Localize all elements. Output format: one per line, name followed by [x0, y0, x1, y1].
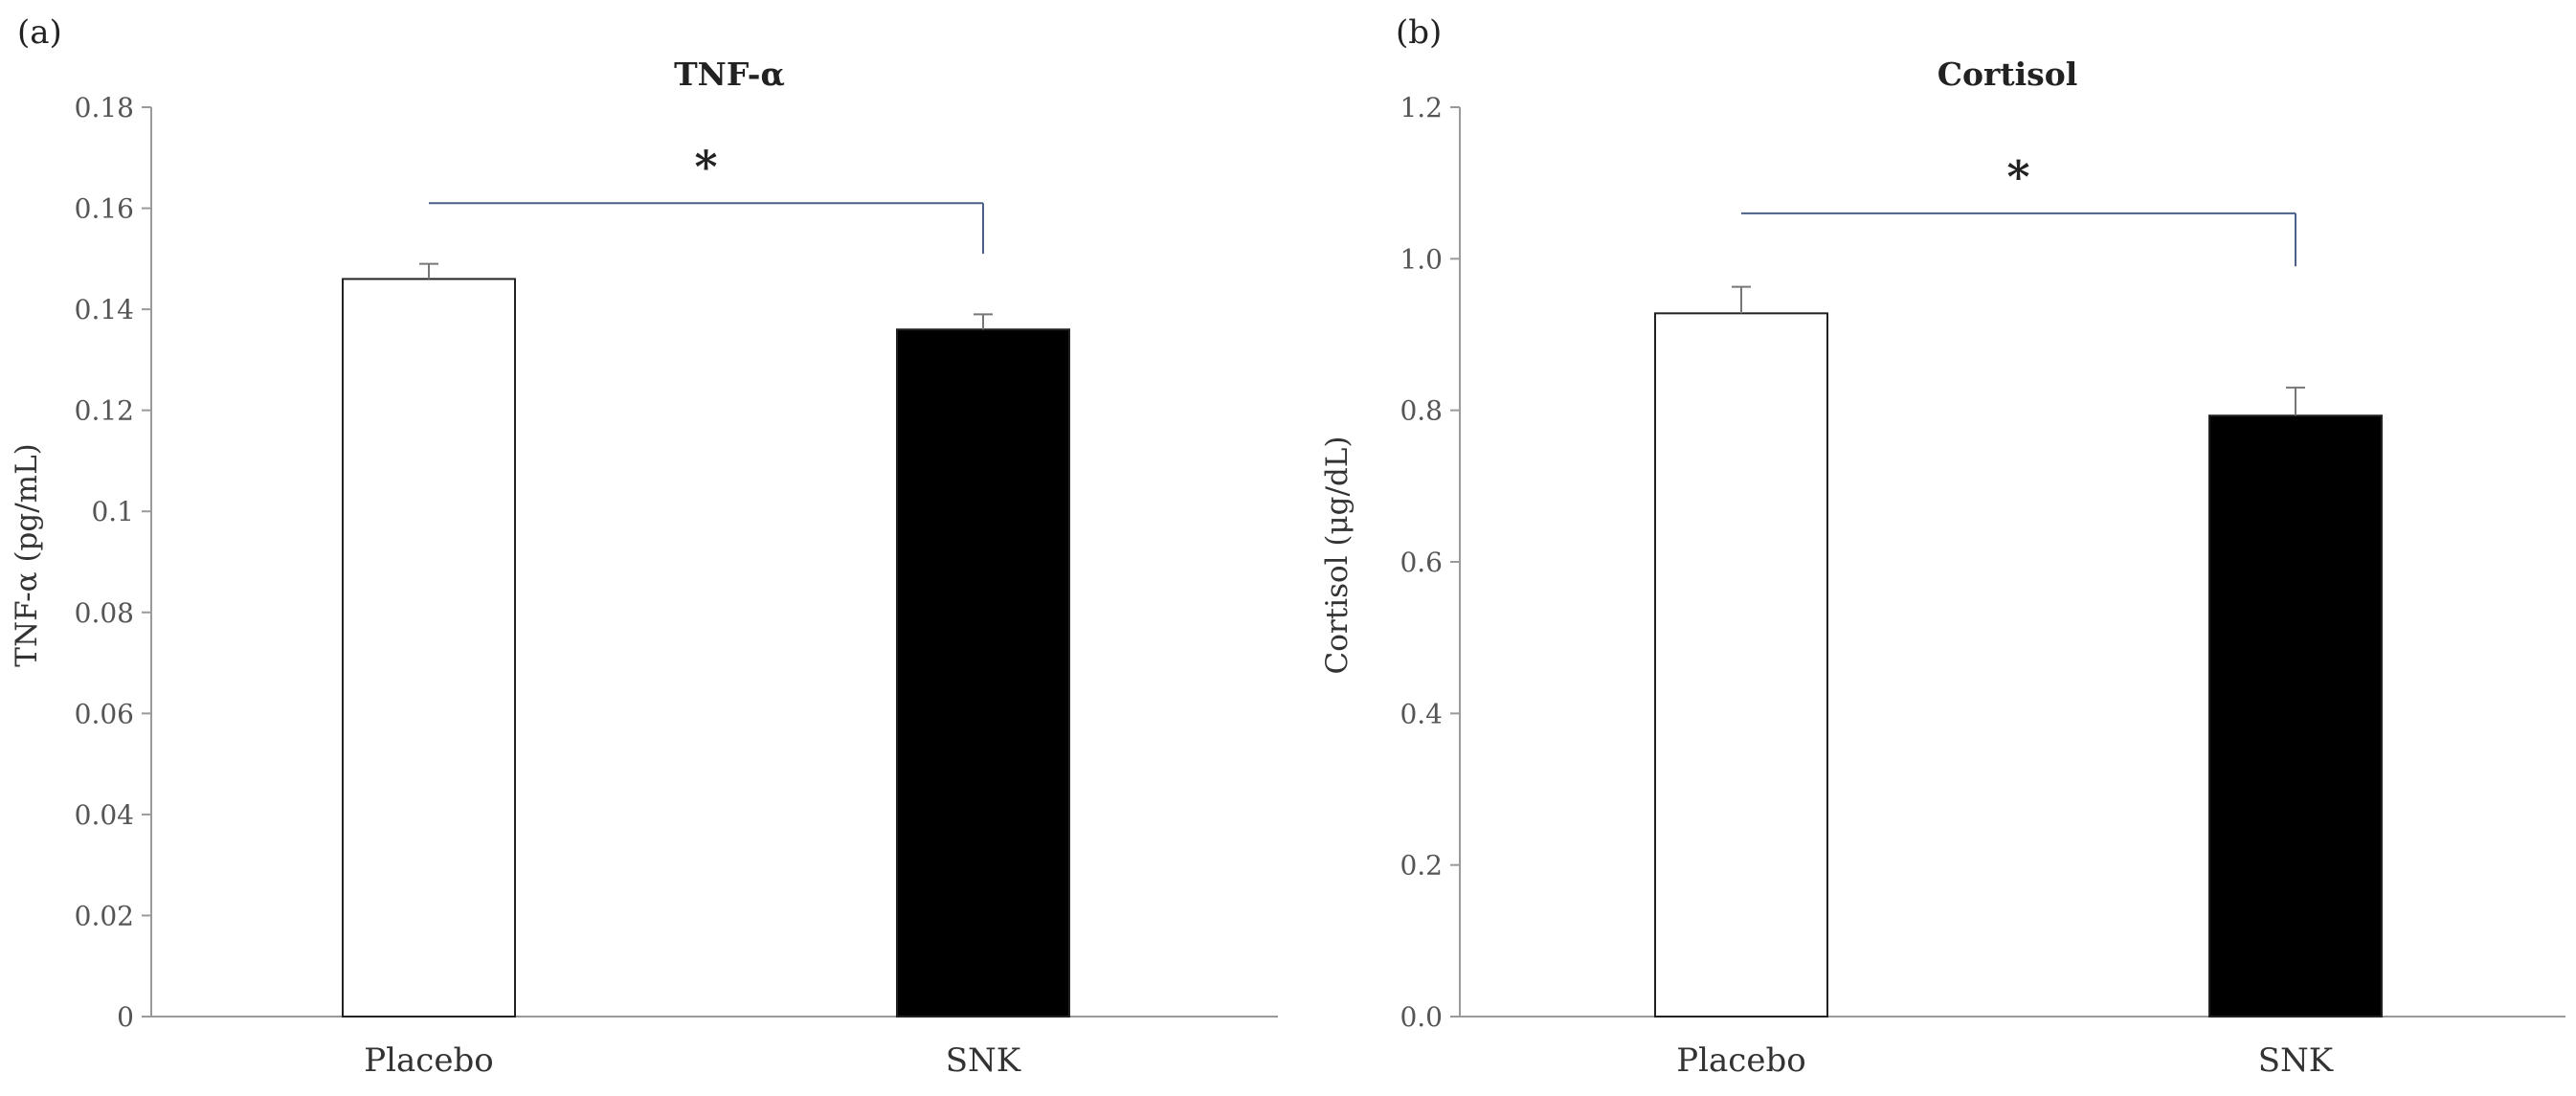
y-ticks: 0 0.02 0.04 0.06 0.08 0.1 0.12 0.14 0.16 0.18 — [75, 92, 151, 1033]
y-tick-label: 0.08 — [75, 597, 134, 629]
panel-label: (a) — [17, 13, 62, 52]
y-tick-label: 0.04 — [75, 799, 134, 831]
y-tick-label: 0.12 — [75, 395, 134, 427]
cortisol-chart: (b) Cortisol Cortisol (μg/dL) 0.00.20.40… — [1320, 13, 2565, 1080]
chart-panel-b: (b) Cortisol Cortisol (μg/dL) 0.0 0.2 0.4 0… — [1288, 0, 2575, 1096]
chart-title: Cortisol — [1938, 56, 2078, 93]
tnf-alpha-chart: (a) TNF-α TNF-α (pg/mL) 0 0.02 0.04 0.06 0.0… — [10, 13, 1278, 1080]
y-tick-label: 0.6 — [1400, 547, 1443, 578]
y-axis-label: Cortisol (μg/dL) — [1320, 436, 1355, 675]
bar-placebo — [342, 278, 516, 1018]
y-tick-label: 0.8 — [1400, 395, 1443, 427]
chart-title: TNF-α — [674, 56, 785, 93]
bar-placebo — [1654, 312, 1828, 1018]
x-category-label: Placebo — [364, 1041, 493, 1080]
y-tick-label: 1.2 — [1400, 92, 1443, 123]
y-tick-label: 0 — [117, 1001, 134, 1033]
y-tick-label: 0.16 — [75, 193, 134, 225]
bar-snk — [896, 328, 1070, 1018]
y-tick-label: 0.18 — [75, 92, 134, 123]
y-tick-label: 1.0 — [1400, 243, 1443, 275]
bars — [1654, 285, 2383, 1018]
y-tick-label: 0.1 — [91, 496, 134, 527]
y-tick-label: 0.14 — [75, 294, 134, 325]
significance-star: * — [694, 141, 717, 192]
y-ticks: 0.0 0.2 0.4 0.6 0.8 1.0 1.2 — [1400, 92, 1460, 1033]
significance-bracket — [1741, 212, 2296, 267]
x-category-label: SNK — [946, 1041, 1021, 1080]
panel-label: (b) — [1396, 13, 1442, 52]
significance-star: * — [2006, 151, 2029, 203]
y-tick-label: 0.02 — [75, 900, 134, 931]
x-category-label: Placebo — [1676, 1041, 1805, 1080]
x-category-label: SNK — [2258, 1041, 2334, 1080]
y-axis-label: TNF-α (pg/mL) — [10, 443, 44, 666]
chart-panel-a: (a) TNF-α TNF-α (pg/mL) 0 0.02 0.04 0.06 0.0… — [10, 13, 1278, 1080]
y-tick-label: 0.4 — [1400, 698, 1443, 729]
y-tick-label: 0.2 — [1400, 850, 1443, 882]
y-tick-label: 0.06 — [75, 698, 134, 729]
y-tick-label: 0.0 — [1400, 1001, 1443, 1033]
bars — [342, 262, 1070, 1018]
significance-bracket — [429, 202, 984, 255]
bar-snk — [2208, 414, 2383, 1018]
